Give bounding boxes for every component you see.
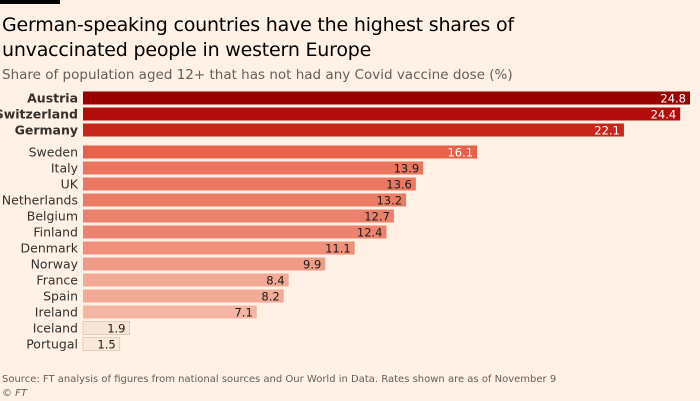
bar-finland — [83, 225, 387, 239]
bar-austria — [83, 91, 690, 105]
category-label-ireland: Ireland — [35, 305, 78, 320]
value-label-norway: 9.9 — [303, 258, 321, 272]
value-label-italy: 13.9 — [394, 162, 420, 176]
category-label-germany: Germany — [15, 123, 78, 138]
value-label-denmark: 11.1 — [325, 242, 351, 256]
category-label-finland: Finland — [33, 225, 78, 240]
category-label-spain: Spain — [43, 289, 78, 304]
bar-chart: Austria 24.8 Switzerland 24.4 Germany 22.1 Swe… — [0, 91, 690, 352]
credit: © FT — [2, 387, 27, 400]
bar-portugal — [82, 337, 121, 351]
source-note: Source: FT analysis of figures from nati… — [2, 374, 557, 385]
category-label-iceland: Iceland — [33, 321, 78, 336]
category-label-france: France — [36, 273, 78, 288]
top-rule — [0, 0, 60, 4]
value-label-netherlands: 13.2 — [376, 194, 402, 208]
value-label-germany: 22.1 — [594, 124, 620, 138]
value-label-finland: 12.4 — [357, 226, 383, 240]
bar-sweden — [83, 145, 478, 159]
value-label-spain: 8.2 — [261, 290, 279, 304]
value-label-sweden: 16.1 — [447, 146, 473, 160]
category-label-netherlands: Netherlands — [2, 193, 78, 208]
bar-uk — [83, 177, 416, 191]
chart-title: German-speaking countries have the highe… — [2, 14, 514, 61]
bar-spain — [83, 289, 284, 303]
value-label-switzerland: 24.4 — [651, 108, 677, 122]
bar-switzerland — [83, 107, 681, 121]
value-label-uk: 13.6 — [386, 178, 412, 192]
value-label-iceland: 1.9 — [107, 322, 125, 336]
bar-italy — [83, 161, 424, 175]
category-label-portugal: Portugal — [26, 337, 78, 352]
category-label-switzerland: Switzerland — [0, 107, 78, 122]
value-label-ireland: 7.1 — [234, 306, 252, 320]
value-label-portugal: 1.5 — [97, 338, 115, 352]
category-label-uk: UK — [61, 177, 79, 192]
category-label-austria: Austria — [27, 91, 78, 106]
bar-denmark — [83, 241, 355, 255]
category-label-italy: Italy — [51, 161, 79, 176]
value-label-belgium: 12.7 — [364, 210, 390, 224]
category-label-sweden: Sweden — [29, 145, 78, 160]
value-label-austria: 24.8 — [660, 92, 686, 106]
bar-france — [83, 273, 289, 287]
credit-text: © FT — [2, 388, 28, 399]
bar-germany — [83, 123, 624, 137]
category-label-belgium: Belgium — [27, 209, 78, 224]
bar-belgium — [83, 209, 394, 223]
bar-netherlands — [83, 193, 407, 207]
bar-iceland — [82, 321, 130, 335]
chart-subtitle: Share of population aged 12+ that has no… — [2, 67, 513, 83]
category-label-norway: Norway — [31, 257, 79, 272]
bar-norway — [83, 257, 326, 271]
bar-ireland — [83, 305, 257, 319]
value-label-france: 8.4 — [266, 274, 284, 288]
category-label-denmark: Denmark — [21, 241, 79, 256]
